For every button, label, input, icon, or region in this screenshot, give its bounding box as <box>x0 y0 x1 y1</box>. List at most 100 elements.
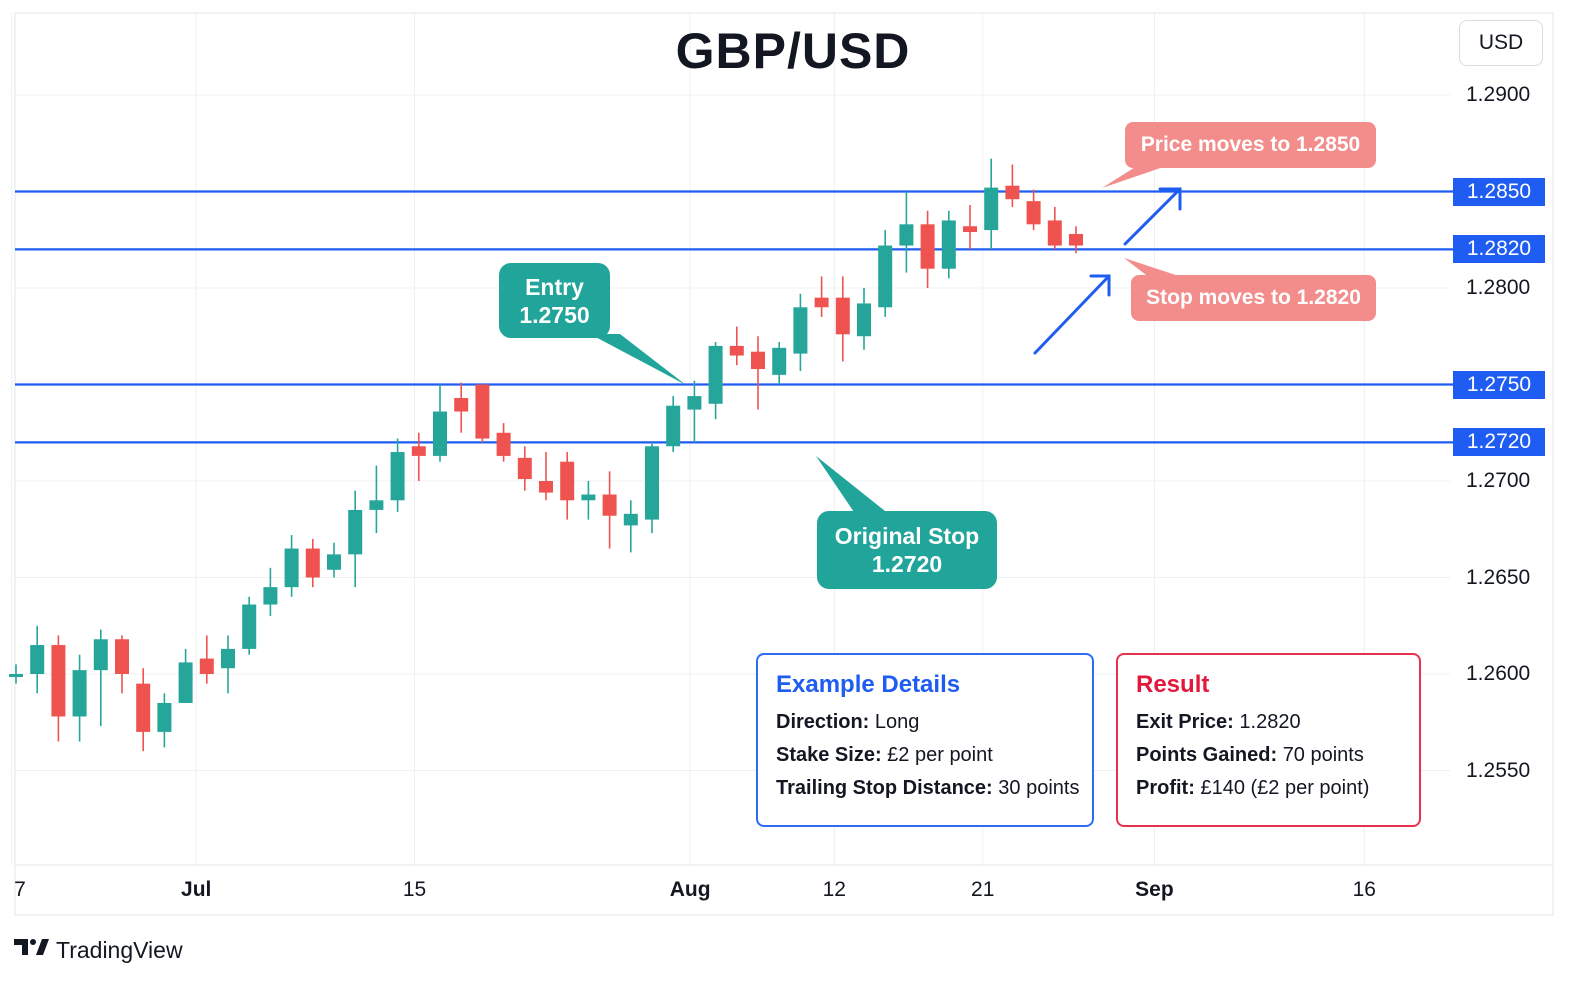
candle <box>221 635 235 694</box>
stop-moves-callout-pointer <box>1124 258 1185 278</box>
candle-body <box>199 658 214 674</box>
candle-body <box>390 452 405 501</box>
candle <box>475 384 490 443</box>
candle-body <box>793 307 808 354</box>
candle <box>517 446 532 491</box>
candle <box>645 442 659 534</box>
candle <box>560 452 575 520</box>
currency-unit-button[interactable]: USD <box>1459 20 1543 66</box>
arrow-up-right-2 <box>1033 274 1111 355</box>
candle <box>581 481 596 520</box>
candle-body <box>1005 185 1020 200</box>
level-price-tag: 1.2820 <box>1453 235 1545 264</box>
result-label: Exit Price: <box>1136 711 1234 733</box>
chart-title: GBP/USD <box>675 23 911 79</box>
candle <box>941 210 956 279</box>
date-tick-label: Sep <box>1135 878 1174 901</box>
tradingview-brand[interactable]: TradingView <box>14 936 183 964</box>
candle <box>835 276 850 362</box>
candle-body <box>348 509 363 555</box>
level-price-tag: 1.2850 <box>1453 177 1545 206</box>
candle <box>115 635 129 694</box>
candle <box>602 471 617 549</box>
brand-name: TradingView <box>56 936 183 963</box>
price-tick-label: 1.2650 <box>1466 565 1531 589</box>
candle <box>1069 226 1083 254</box>
candle <box>1026 189 1041 231</box>
date-tick-label: 21 <box>971 878 995 901</box>
candle-body <box>687 396 702 410</box>
candle <box>157 693 172 748</box>
result-value: 1.2820 <box>1239 711 1301 733</box>
candle-body <box>157 702 172 732</box>
candle-body <box>560 461 575 501</box>
price-tick-label: 1.2900 <box>1466 83 1531 106</box>
detail-row: Trailing Stop Distance: 30 points <box>776 777 1079 800</box>
candle-body <box>729 345 744 356</box>
date-tick-label: Jul <box>181 878 212 901</box>
result-row: Profit: £140 (£2 per point) <box>1136 777 1401 800</box>
candle-body <box>242 604 257 649</box>
candle-body <box>9 674 23 677</box>
candle <box>729 326 744 366</box>
candle-body <box>751 351 765 370</box>
candle-body <box>51 645 66 717</box>
candle <box>178 648 193 703</box>
candle-body <box>433 411 447 456</box>
result-row: Points Gained: 70 points <box>1136 744 1401 767</box>
stop-moves-callout: Stop moves to 1.2820 <box>1131 275 1376 321</box>
detail-row: Stake Size: £2 per point <box>776 744 1074 767</box>
price-tick-label: 1.2600 <box>1466 662 1531 685</box>
candle <box>963 205 977 250</box>
candle-body <box>878 245 893 308</box>
candle <box>199 635 214 684</box>
candle-body <box>178 662 193 703</box>
candle <box>793 293 808 371</box>
detail-value: Long <box>874 711 920 733</box>
detail-label: Stake Size: <box>776 744 882 766</box>
candle <box>878 230 893 317</box>
candle <box>284 535 299 597</box>
callout-pointers <box>590 164 1185 515</box>
candle-body <box>581 494 596 501</box>
example-details-title: Example Details <box>776 671 961 698</box>
detail-label: Direction: <box>776 711 870 733</box>
candle <box>9 664 23 684</box>
candle <box>984 158 999 250</box>
result-value: £140 (£2 per point) <box>1200 777 1370 799</box>
candle <box>390 438 405 512</box>
trend-arrows <box>1033 187 1182 355</box>
candle-body <box>305 548 320 578</box>
candle <box>136 668 151 752</box>
candle <box>433 384 447 462</box>
price-tick-label: 1.2800 <box>1466 276 1531 299</box>
entry-callout-line2: 1.2750 <box>519 301 590 328</box>
date-tick-label: 16 <box>1352 878 1376 901</box>
candle-body <box>1026 201 1041 225</box>
candle <box>263 567 278 617</box>
level-price-tag: 1.2750 <box>1453 370 1545 399</box>
candle <box>327 542 341 578</box>
plot-frame <box>14 12 1554 916</box>
candle <box>51 635 66 742</box>
original-stop-callout: Original Stop 1.2720 <box>817 511 997 589</box>
entry-callout: Entry 1.2750 <box>499 263 610 338</box>
candle <box>496 423 511 462</box>
candle-body <box>963 226 977 233</box>
candle-body <box>602 494 617 516</box>
candle-body <box>899 224 914 246</box>
candle-body <box>136 683 151 732</box>
detail-value: £2 per point <box>887 744 993 766</box>
candle-body <box>263 587 278 605</box>
candle <box>857 288 871 350</box>
candle <box>369 465 384 534</box>
price-tick-label: 1.2700 <box>1466 469 1531 492</box>
candle-body <box>411 446 426 456</box>
candle <box>814 276 829 317</box>
price-callout-pointer <box>1102 164 1172 188</box>
candle-body <box>666 405 681 447</box>
date-tick-label: Aug <box>669 878 711 901</box>
arrow-up-right-2-head <box>1089 274 1111 297</box>
candle-body <box>454 398 469 412</box>
